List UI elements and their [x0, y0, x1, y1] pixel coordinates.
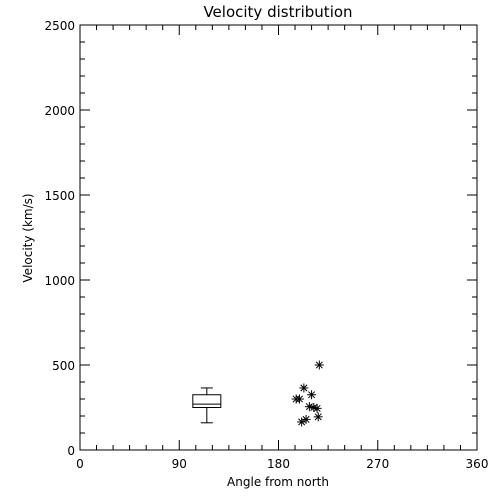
plot-frame — [79, 24, 478, 451]
data-point — [307, 390, 317, 400]
box-plot — [192, 387, 222, 424]
asterisk-stroke — [315, 361, 323, 369]
x-tick-label: 0 — [76, 457, 84, 471]
asterisk-stroke — [313, 404, 321, 412]
y-tick-label: 2000 — [44, 104, 75, 118]
asterisk-stroke — [308, 391, 316, 399]
data-point — [299, 383, 309, 393]
y-tick-label: 500 — [52, 359, 75, 373]
y-tick-label: 0 — [67, 444, 75, 458]
asterisk-stroke — [295, 395, 303, 403]
y-tick-label: 1500 — [44, 189, 75, 203]
data-point — [313, 412, 323, 422]
box-body — [192, 394, 222, 408]
x-tick-label: 90 — [172, 457, 187, 471]
asterisk-stroke — [300, 384, 308, 392]
data-point — [312, 403, 322, 413]
data-points — [291, 360, 324, 427]
axes: 0 90 180 270 360 0 500 1000 1500 2000 2500 — [44, 19, 488, 471]
x-axis-label: Angle from north — [227, 475, 329, 489]
x-tick-label: 270 — [366, 457, 389, 471]
data-point — [294, 394, 304, 404]
asterisk-stroke — [298, 418, 306, 426]
data-point — [297, 417, 307, 427]
asterisk-stroke — [314, 413, 322, 421]
x-tick-label: 360 — [466, 457, 489, 471]
asterisk-stroke — [310, 403, 318, 412]
y-tick-label: 2500 — [44, 19, 75, 33]
chart-title: Velocity distribution — [203, 3, 352, 21]
y-axis-label: Velocity (km/s) — [21, 193, 35, 282]
x-tick-label: 180 — [267, 457, 290, 471]
y-tick-label: 1000 — [44, 274, 75, 288]
data-point — [314, 360, 324, 370]
